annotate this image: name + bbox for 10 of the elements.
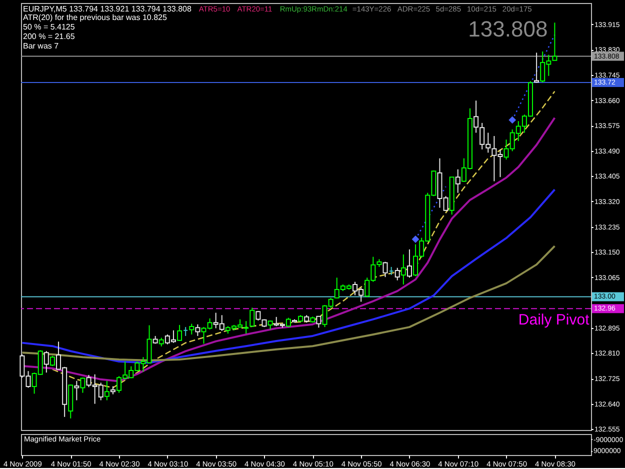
annotation: 200 % = 21.65 — [23, 32, 76, 41]
annotation: Daily Pivot — [518, 312, 590, 329]
annotation: ATR(20) for the previous bar was 10.825 — [23, 13, 168, 22]
line-series — [21, 245, 556, 362]
annotation: Bar was 7 — [23, 42, 60, 50]
line-series — [21, 188, 556, 364]
line-series — [52, 90, 556, 388]
annotation: 50 % = 5.4125 — [23, 22, 76, 32]
annotation: 133.808 — [468, 16, 548, 42]
chart-title: EURJPY,M5 133.794 133.921 133.794 133.808 — [23, 4, 192, 14]
